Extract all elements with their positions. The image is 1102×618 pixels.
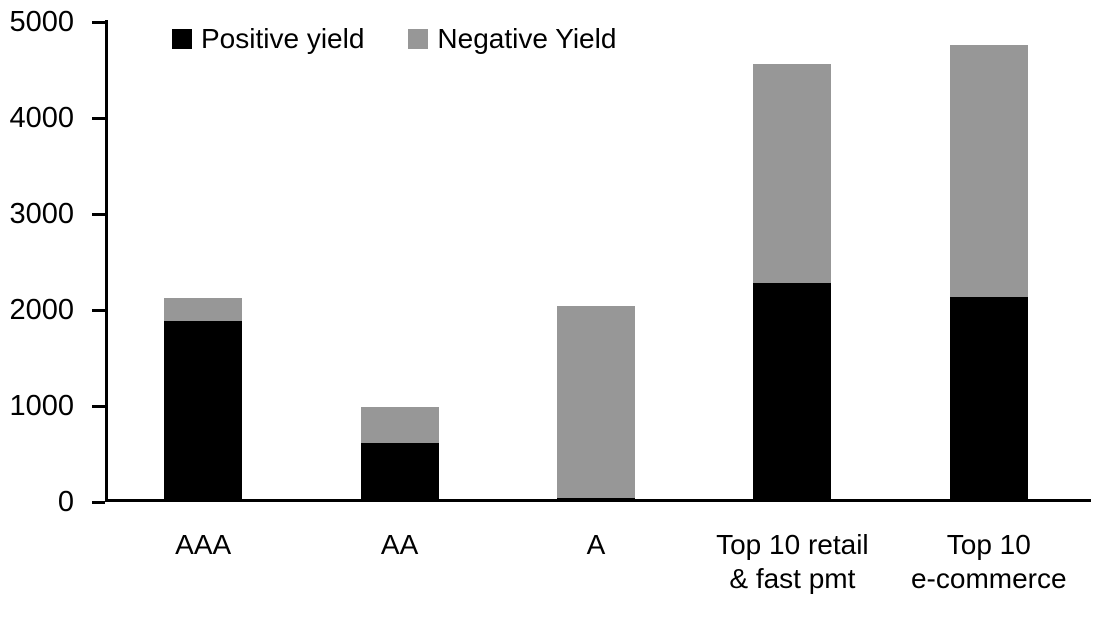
bar-stack-1 bbox=[164, 298, 243, 502]
y-tick-mark-3000 bbox=[92, 212, 105, 216]
y-tick-mark-5000 bbox=[92, 20, 105, 24]
y-tick-label-4000: 4000 bbox=[9, 102, 74, 134]
y-tick-mark-1000 bbox=[92, 404, 105, 408]
y-tick-label-1000: 1000 bbox=[9, 390, 74, 422]
x-category-label-4: Top 10 retail & fast pmt bbox=[716, 529, 869, 594]
y-tick-mark-4000 bbox=[92, 116, 105, 120]
bar-segment-negative-4 bbox=[753, 64, 832, 284]
positive-yield-swatch-icon bbox=[172, 29, 192, 49]
bar-segment-negative-1 bbox=[164, 298, 243, 321]
legend: Positive yield Negative Yield bbox=[172, 24, 616, 54]
y-tick-label-5000: 5000 bbox=[9, 6, 74, 38]
y-tick-mark-2000 bbox=[92, 308, 105, 312]
bar-segment-positive-4 bbox=[753, 283, 832, 502]
bar-segment-positive-5 bbox=[949, 296, 1028, 502]
x-axis-line bbox=[105, 499, 1091, 502]
bar-stack-5 bbox=[949, 45, 1028, 502]
y-tick-label-3000: 3000 bbox=[9, 198, 74, 230]
negative-yield-swatch-icon bbox=[408, 29, 429, 49]
y-tick-mark-0 bbox=[92, 500, 105, 504]
x-category-label-1: AAA bbox=[175, 529, 232, 560]
plot-area bbox=[92, 20, 1091, 504]
bar-segment-negative-3 bbox=[557, 306, 635, 499]
y-tick-label-0: 0 bbox=[57, 486, 74, 518]
x-category-label-3: A bbox=[586, 529, 606, 560]
bar-stack-4 bbox=[753, 64, 832, 502]
x-category-label-5: Top 10 e-commerce bbox=[910, 529, 1067, 594]
bar-segment-positive-2 bbox=[360, 443, 439, 502]
y-axis-line bbox=[105, 20, 108, 502]
legend-label-negative-yield: Negative Yield bbox=[437, 23, 617, 54]
legend-item-positive-yield: Positive yield bbox=[172, 24, 364, 54]
legend-item-negative-yield: Negative Yield bbox=[408, 24, 616, 54]
bar-stack-3 bbox=[557, 306, 635, 502]
bar-segment-positive-1 bbox=[164, 320, 243, 502]
bar-stack-2 bbox=[360, 406, 439, 502]
x-category-label-2: AA bbox=[380, 529, 419, 560]
y-axis-labels: 0 1000 2000 3000 4000 5000 bbox=[0, 6, 74, 518]
legend-label-positive-yield: Positive yield bbox=[201, 23, 365, 54]
bar-segment-negative-5 bbox=[949, 45, 1028, 297]
bar-segment-negative-2 bbox=[360, 406, 439, 444]
x-axis-labels: AAA AA A Top 10 retail & fast pmt Top 10 e-c… bbox=[105, 528, 1087, 608]
y-tick-label-2000: 2000 bbox=[9, 294, 74, 326]
